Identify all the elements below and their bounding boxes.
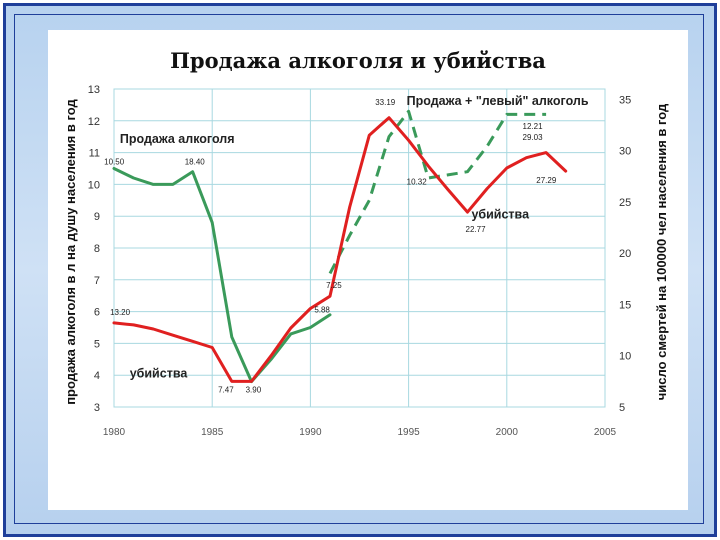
data-value-label: 29.03 bbox=[523, 133, 544, 142]
data-value-label: 10.50 bbox=[104, 158, 125, 167]
y-right-tick-label: 30 bbox=[619, 146, 631, 158]
series-line bbox=[112, 116, 568, 383]
data-value-label: 13.20 bbox=[110, 308, 131, 317]
y-left-tick-label: 9 bbox=[94, 211, 100, 223]
series-annotation: убийства bbox=[471, 207, 530, 221]
x-tick-label: 1985 bbox=[201, 427, 224, 438]
y-left-tick-label: 3 bbox=[94, 402, 100, 414]
y-right-tick-label: 20 bbox=[619, 248, 631, 260]
data-value-label: 27.29 bbox=[536, 176, 557, 185]
series-line bbox=[112, 167, 332, 384]
x-tick-label: 2000 bbox=[496, 427, 519, 438]
x-tick-label: 1995 bbox=[397, 427, 420, 438]
data-value-label: 33.19 bbox=[375, 98, 396, 107]
y-right-tick-label: 25 bbox=[619, 197, 631, 209]
series-annotation: убийства bbox=[130, 366, 189, 380]
y-left-tick-label: 13 bbox=[88, 84, 100, 96]
data-value-label: 5.88 bbox=[314, 306, 330, 315]
plot-border bbox=[113, 88, 606, 408]
y-left-tick-label: 6 bbox=[94, 307, 100, 319]
y-right-tick-label: 10 bbox=[619, 351, 631, 363]
slide-inner-border bbox=[14, 14, 704, 524]
y-left-tick-label: 8 bbox=[94, 243, 100, 255]
y-axis-label-right: число смертей на 100000 чел населения в … bbox=[654, 103, 669, 400]
y-right-tick-label: 35 bbox=[619, 94, 631, 106]
data-value-label: 3.90 bbox=[246, 385, 262, 394]
y-left-tick-label: 5 bbox=[94, 338, 100, 350]
y-axis-label-left: продажа алкоголя в л на душу населения в… bbox=[63, 98, 78, 404]
data-value-label: 12.21 bbox=[523, 122, 544, 131]
grid bbox=[113, 88, 606, 408]
y-left-tick-label: 12 bbox=[88, 116, 100, 128]
series-annotation: Продажа + "левый" алкоголь bbox=[407, 94, 589, 108]
data-value-label: 7.47 bbox=[218, 385, 234, 394]
x-tick-label: 2005 bbox=[594, 427, 617, 438]
y-right-tick-label: 5 bbox=[619, 402, 625, 414]
y-left-tick-label: 11 bbox=[89, 148, 100, 160]
series-line bbox=[328, 109, 547, 275]
chart-title: Продажа алкоголя и убийства bbox=[170, 48, 546, 73]
data-value-label: 18.40 bbox=[185, 158, 206, 167]
y-left-tick-label: 7 bbox=[94, 275, 100, 287]
annotations: Продажа алкоголя Продажа + "левый" алкого… bbox=[104, 94, 589, 394]
data-value-label: 7.25 bbox=[326, 281, 342, 290]
series-layer bbox=[112, 109, 568, 384]
data-value-label: 22.77 bbox=[466, 225, 487, 234]
chart-panel: Продажа алкоголя и убийства 3 4 5 6 7 8 9 10 11 1… bbox=[48, 30, 688, 510]
y-right-tick-label: 15 bbox=[619, 299, 631, 311]
y-left-tick-label: 4 bbox=[94, 370, 100, 382]
x-tick-label: 1990 bbox=[299, 427, 322, 438]
x-tick-label: 1980 bbox=[103, 427, 126, 438]
series-annotation: Продажа алкоголя bbox=[120, 132, 235, 146]
tick-labels: 3 4 5 6 7 8 9 10 11 12 13 5 10 15 20 25 30 35 1980 1985 1990… bbox=[88, 84, 632, 438]
data-value-label: 10.32 bbox=[407, 177, 428, 186]
y-left-tick-label: 10 bbox=[88, 179, 100, 191]
chart-svg: Продажа алкоголя и убийства 3 4 5 6 7 8 9 10 11 1… bbox=[63, 48, 669, 438]
